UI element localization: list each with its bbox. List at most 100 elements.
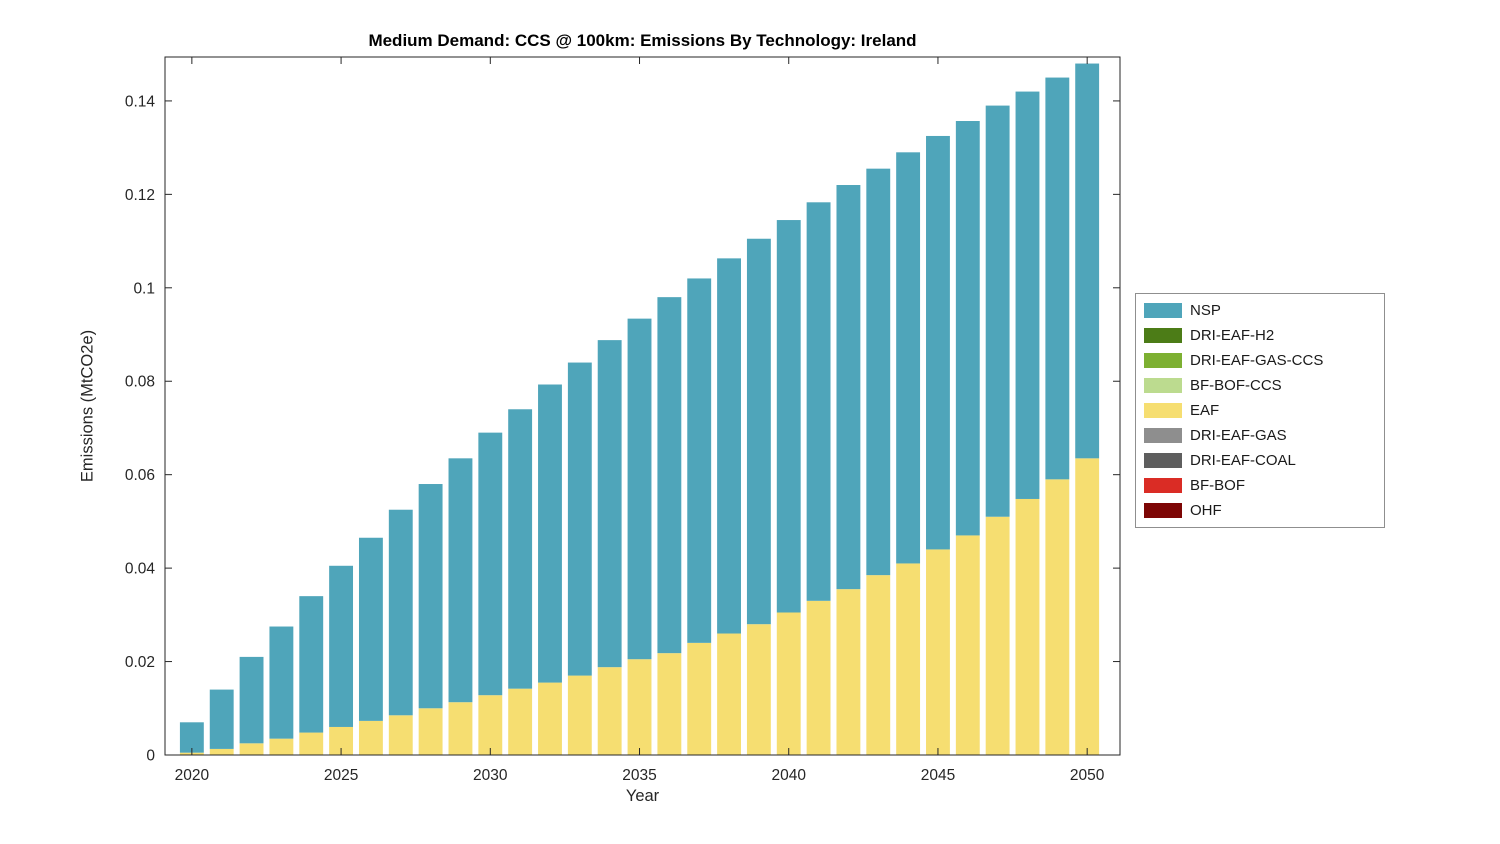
legend-label: EAF [1190,402,1220,419]
bar-segment-nsp-2038 [717,258,741,634]
bar-segment-eaf-2039 [746,624,771,755]
bar-segment-nsp-2041 [806,202,831,601]
legend-item-bf-bof: BF-BOF [1136,473,1384,498]
bar-segment-nsp-2026 [358,537,383,721]
bar-segment-nsp-2042 [836,185,861,590]
bar-segment-nsp-2040 [776,220,801,613]
bar-segment-nsp-2028 [418,484,443,709]
x-axis-label: Year [625,787,660,805]
bar-segment-eaf-2036 [657,653,682,755]
y-tick-label: 0.02 [125,654,155,671]
bar-segment-nsp-2036 [657,297,682,654]
bar-segment-eaf-2030 [478,695,503,755]
bar-segment-nsp-2035 [627,318,652,660]
bar-segment-eaf-2049 [1045,479,1070,755]
bar-segment-eaf-2042 [836,589,861,755]
bar-segment-eaf-2024 [299,732,324,755]
x-tick-label: 2045 [921,767,955,784]
y-tick-label: 0.06 [125,467,155,484]
bar-segment-eaf-2025 [329,726,354,755]
bar-segment-eaf-2038 [717,633,741,755]
legend-label: BF-BOF-CCS [1190,377,1282,394]
y-tick-label: 0.08 [125,374,155,391]
bar-segment-nsp-2034 [597,340,622,668]
bar-segment-nsp-2033 [567,362,592,676]
bar-segment-nsp-2022 [239,656,264,744]
bar-segment-eaf-2046 [955,535,980,755]
bar-segment-eaf-2028 [418,708,443,755]
bar-segment-nsp-2024 [299,596,324,733]
legend-label: DRI-EAF-GAS [1190,427,1287,444]
bar-segment-nsp-2045 [926,135,950,550]
bar-segment-eaf-2031 [508,688,533,755]
bar-segment-eaf-2048 [1015,498,1040,755]
legend-swatch-dri-eaf-gas [1144,428,1182,443]
bar-segment-nsp-2032 [538,384,562,683]
bar-segment-nsp-2044 [896,152,921,564]
legend-label: NSP [1190,302,1221,319]
bar-segment-nsp-2050 [1075,63,1100,459]
y-tick-label: 0.04 [125,561,156,578]
bar-segment-eaf-2021 [209,748,234,755]
legend-item-dri-eaf-coal: DRI-EAF-COAL [1136,448,1384,473]
legend: NSP DRI-EAF-H2 DRI-EAF-GAS-CCS BF-BOF-CCS EA… [1135,293,1385,528]
bar-segment-eaf-2034 [597,667,622,755]
legend-swatch-dri-eaf-gas-ccs [1144,353,1182,368]
legend-item-ohf: OHF [1136,498,1384,523]
x-tick-label: 2030 [473,767,508,784]
y-tick-label: 0.14 [125,93,156,110]
y-tick-label: 0.12 [125,187,155,204]
legend-item-nsp: NSP [1136,298,1384,323]
bar-segment-eaf-2043 [866,575,891,755]
bar-segment-nsp-2027 [388,509,413,716]
bar-segment-eaf-2032 [538,682,562,755]
x-tick-label: 2040 [771,767,806,784]
bar-segment-nsp-2049 [1045,77,1070,480]
chart-title: Medium Demand: CCS @ 100km: Emissions By… [368,31,917,50]
legend-label: DRI-EAF-COAL [1190,452,1296,469]
bar-segment-nsp-2021 [209,689,234,749]
bar-segment-nsp-2047 [985,105,1010,517]
bar-segment-nsp-2037 [687,278,712,643]
legend-label: OHF [1190,502,1222,519]
bar-segment-nsp-2030 [478,432,503,696]
bar-segment-eaf-2041 [806,600,831,755]
bar-segment-eaf-2037 [687,642,712,755]
legend-item-dri-eaf-gas-ccs: DRI-EAF-GAS-CCS [1136,348,1384,373]
bar-segment-eaf-2040 [776,612,801,755]
legend-item-eaf: EAF [1136,398,1384,423]
x-tick-label: 2020 [175,767,210,784]
bar-segment-eaf-2029 [448,702,473,755]
bar-segment-eaf-2022 [239,743,264,755]
legend-swatch-dri-eaf-coal [1144,453,1182,468]
bar-segment-eaf-2047 [985,516,1010,755]
x-tick-label: 2025 [324,767,358,784]
legend-swatch-dri-eaf-h2 [1144,328,1182,343]
bar-segment-eaf-2044 [896,563,921,755]
y-tick-label: 0 [146,748,155,765]
bar-segment-nsp-2048 [1015,91,1040,499]
legend-item-bf-bof-ccs: BF-BOF-CCS [1136,373,1384,398]
bar-segment-eaf-2045 [926,549,950,755]
axes-box [164,56,1121,756]
legend-label: BF-BOF [1190,477,1245,494]
legend-label: DRI-EAF-H2 [1190,327,1275,344]
bar-segment-eaf-2035 [627,659,652,755]
bar-segment-nsp-2025 [329,565,354,727]
legend-swatch-ohf [1144,503,1182,518]
bar-segment-eaf-2026 [358,720,383,755]
legend-label: DRI-EAF-GAS-CCS [1190,352,1324,369]
bar-segment-eaf-2027 [388,715,413,755]
legend-swatch-bf-bof-ccs [1144,378,1182,393]
bar-segment-eaf-2050 [1075,458,1100,755]
bar-segment-nsp-2046 [955,121,980,536]
legend-swatch-bf-bof [1144,478,1182,493]
bar-segment-nsp-2031 [508,409,533,689]
legend-swatch-nsp [1144,303,1182,318]
x-tick-label: 2035 [622,767,656,784]
bar-segment-nsp-2043 [866,168,891,576]
legend-swatch-eaf [1144,403,1182,418]
bar-segment-nsp-2029 [448,458,473,703]
